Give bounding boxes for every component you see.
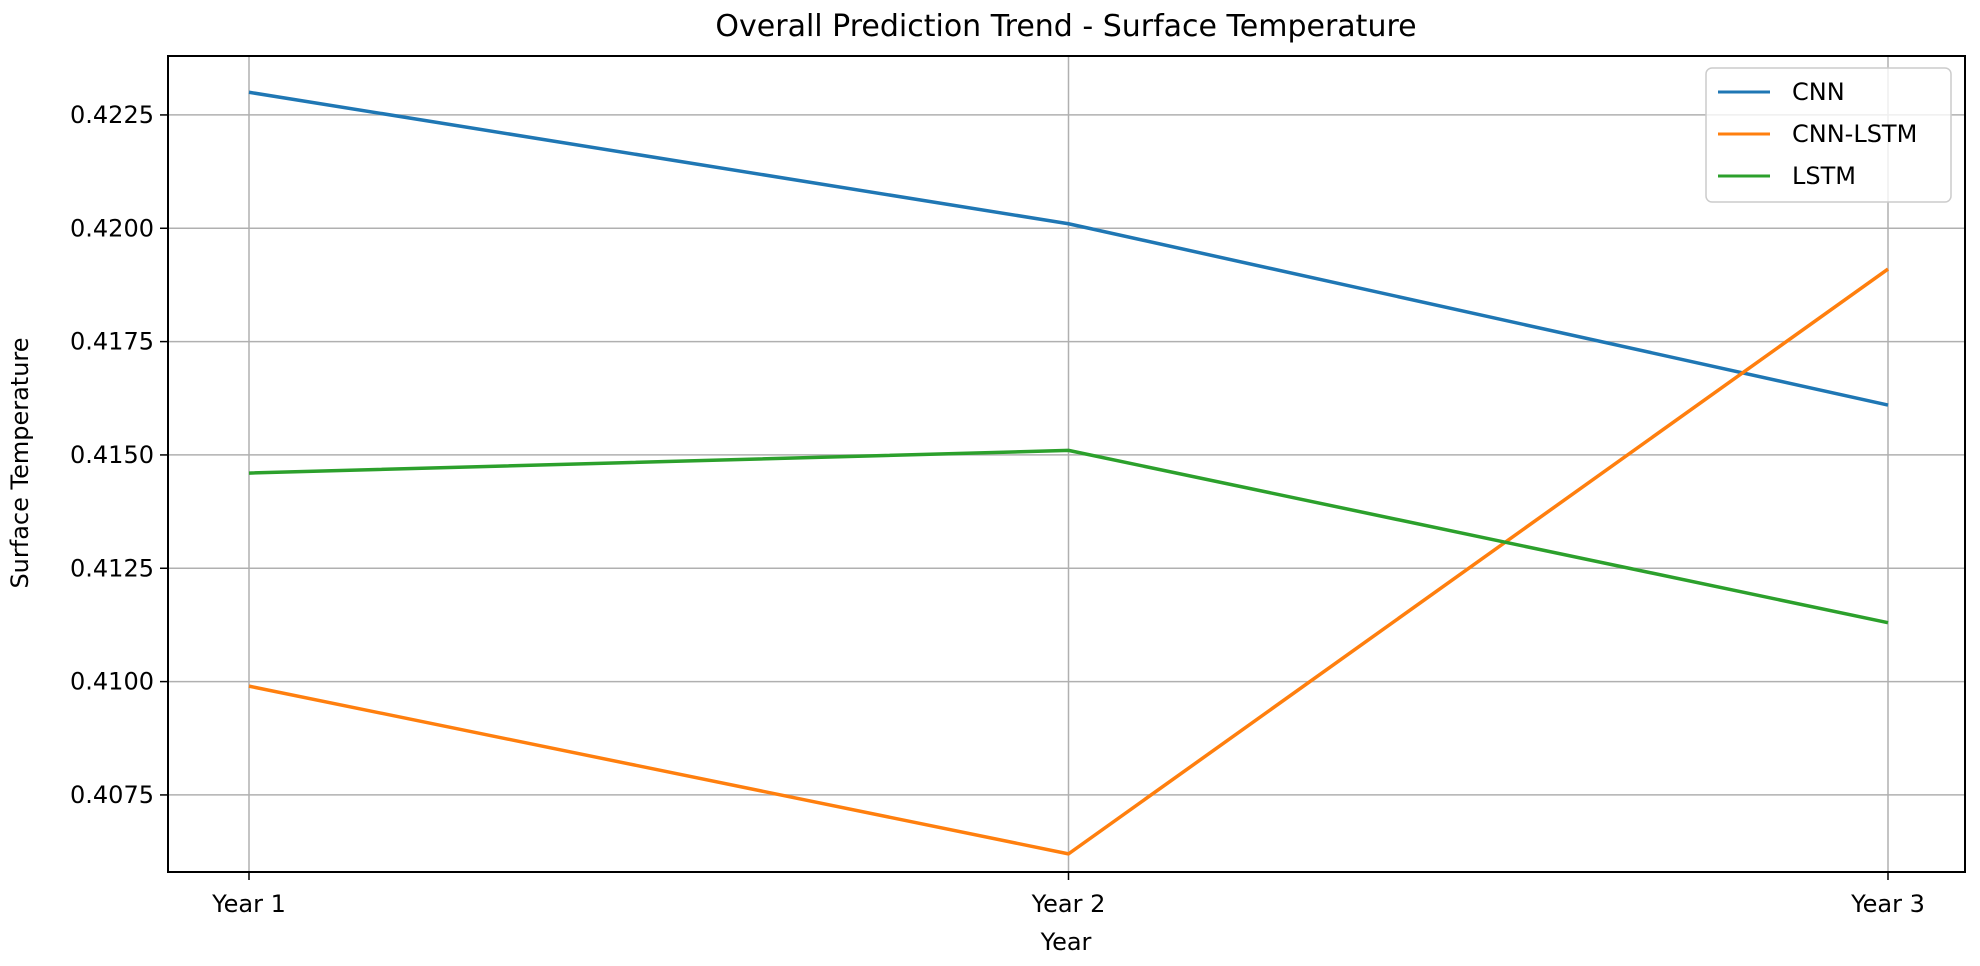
y-tick-label: 0.4100 <box>70 668 154 696</box>
y-axis-label: Surface Temperature <box>6 337 34 588</box>
grid-lines <box>168 56 1965 872</box>
y-tick-label: 0.4200 <box>70 214 154 242</box>
chart-title: Overall Prediction Trend - Surface Tempe… <box>715 9 1416 44</box>
legend-label-cnn-lstm: CNN-LSTM <box>1792 120 1917 148</box>
y-axis-ticks: 0.4075 0.4100 0.4125 0.4150 0.4175 0.4200 0.42… <box>70 101 168 809</box>
legend-label-lstm: LSTM <box>1792 162 1856 190</box>
series-line-lstm <box>248 448 1889 625</box>
y-tick-label: 0.4150 <box>70 441 154 469</box>
y-tick-label: 0.4175 <box>70 328 154 356</box>
x-tick-label: Year 1 <box>211 890 286 918</box>
legend-label-cnn: CNN <box>1792 78 1845 106</box>
series-line-cnn-lstm <box>248 267 1890 856</box>
x-tick-label: Year 2 <box>1031 890 1106 918</box>
plot-area-frame <box>167 55 1966 873</box>
legend-box <box>1705 67 1952 203</box>
y-tick-label: 0.4225 <box>70 101 154 129</box>
x-axis-ticks: Year 1 Year 2 Year 3 <box>211 872 1925 918</box>
y-tick-label: 0.4075 <box>70 781 154 809</box>
series-lines <box>248 90 1890 856</box>
x-axis-label: Year <box>1040 928 1092 956</box>
legend: CNN CNN-LSTM LSTM <box>1705 67 1952 203</box>
y-tick-label: 0.4125 <box>70 554 154 582</box>
series-line-cnn <box>248 90 1889 407</box>
x-tick-label: Year 3 <box>1850 890 1925 918</box>
